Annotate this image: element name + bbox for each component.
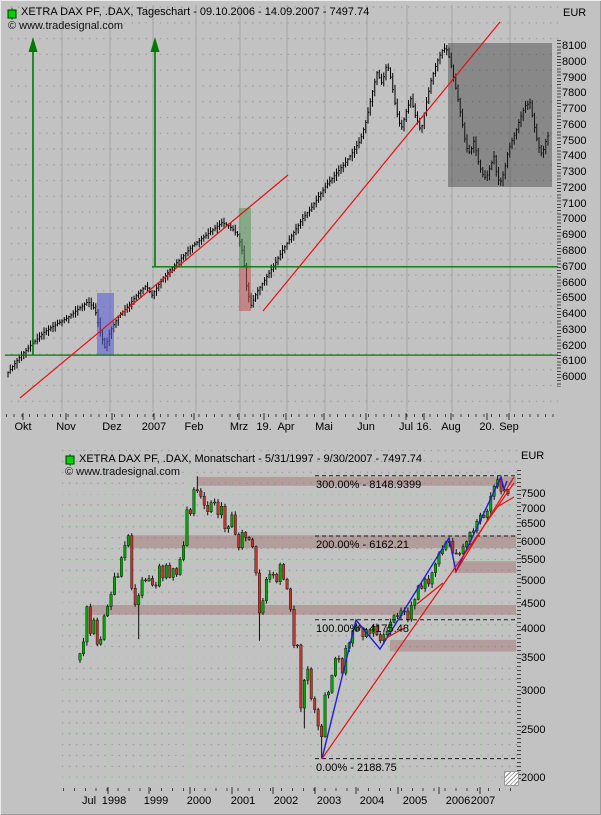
- bottom-y-axis-ticks[interactable]: [517, 470, 521, 782]
- top-y-axis-label: 6600: [562, 276, 587, 289]
- bottom-y-axis-label: 3000: [521, 684, 546, 697]
- resistance-band: [90, 605, 516, 615]
- bottom-y-axis-label: 4000: [521, 622, 546, 635]
- top-x-axis-label: 19.: [256, 421, 272, 433]
- buy-signal-arrow: [28, 37, 38, 356]
- fib-level-label: 300.00% - 8148.9399: [316, 478, 422, 491]
- top-y-axis-label: 6800: [562, 245, 587, 257]
- top-x-axis-label: Okt: [14, 421, 32, 433]
- top-y-axis-label: 7100: [562, 197, 587, 210]
- bottom-y-axis-label: 2000: [521, 772, 546, 784]
- top-y-axis-label: 6500: [562, 292, 587, 305]
- buy-signal-arrow: [150, 37, 160, 267]
- highlight-gray-zone: [448, 43, 552, 187]
- bottom-x-axis-label: 2005: [402, 795, 428, 807]
- top-x-axis-label: Aug: [441, 421, 461, 433]
- fib-level-label: 100.00% - 4175.48: [316, 622, 409, 635]
- top-y-axis-label: 6000: [562, 371, 587, 384]
- bottom-y-axis-label: 7000: [521, 502, 546, 515]
- top-y-axis-label: 8000: [562, 55, 587, 68]
- top-y-axis-label: 8100: [562, 40, 587, 52]
- top-x-axis-label: Sep: [499, 421, 519, 433]
- top-y-axis-label: 6400: [562, 308, 587, 321]
- bottom-y-axis-label: 7500: [521, 487, 546, 500]
- resistance-band: [197, 476, 516, 486]
- monthly-candles: [78, 475, 510, 759]
- candlestick-instrument-icon: [7, 7, 18, 20]
- bottom-chart-copyright: © www.tradesignal.com: [65, 466, 181, 478]
- resistance-band: [127, 535, 516, 549]
- top-y-axis-label: 7900: [562, 71, 587, 84]
- top-x-axis-ticks[interactable]: [6, 414, 558, 417]
- resistance-band: [453, 561, 516, 573]
- top-chart-copyright: © www.tradesignal.com: [8, 20, 124, 32]
- zigzag-line: [321, 474, 508, 759]
- bottom-x-axis-label: 1998: [101, 795, 127, 807]
- fib-level-label: 0.00% - 2188.75: [316, 761, 397, 774]
- bottom-x-axis-ticks[interactable]: [63, 788, 515, 791]
- bottom-x-axis-label: 2004: [359, 795, 385, 807]
- top-x-axis-label: Jun: [357, 421, 375, 433]
- top-x-axis-label: Feb: [184, 421, 204, 433]
- bottom-y-axis-label: 4500: [521, 597, 546, 610]
- top-x-axis-label: Jul: [398, 421, 414, 433]
- top-y-axis-label: 6700: [562, 260, 587, 273]
- resistance-band: [390, 639, 516, 652]
- bottom-y-axis-label: 2500: [521, 724, 546, 736]
- top-currency-label: EUR: [563, 7, 587, 19]
- top-x-axis-label: 16.: [416, 421, 432, 433]
- top-y-axis-label: 6100: [562, 355, 587, 368]
- top-y-axis-label: 7000: [562, 213, 587, 226]
- top-y-axis-label: 7600: [562, 118, 587, 131]
- fib-level-label: 200.00% - 6162.21: [316, 538, 409, 551]
- bottom-x-axis-label: 2002: [273, 795, 299, 807]
- top-x-axis-label: Nov: [56, 421, 76, 433]
- highlight-blue-zone: [97, 293, 114, 355]
- bottom-y-axis-label: 5500: [521, 554, 546, 567]
- bottom-x-axis-label: 2006: [445, 795, 471, 807]
- bottom-x-axis-label: 1999: [143, 795, 169, 807]
- top-x-axis-label: Mai: [315, 421, 333, 433]
- resize-grip[interactable]: [504, 771, 519, 786]
- bottom-y-axis-label: 3500: [521, 651, 546, 664]
- bottom-y-axis-label: 5000: [521, 574, 546, 587]
- top-x-axis-label: 20.: [479, 421, 495, 433]
- bottom-x-axis-label: Jul: [81, 795, 97, 807]
- bottom-x-axis-label: 2007: [470, 795, 496, 807]
- top-y-axis-label: 7500: [562, 134, 587, 147]
- top-y-axis-label: 6900: [562, 229, 587, 242]
- highlight-green-zone: [239, 208, 251, 267]
- top-y-axis-ticks[interactable]: [557, 40, 561, 387]
- bottom-x-axis-label: 2001: [230, 795, 256, 807]
- top-chart-title: XETRA DAX PF, .DAX, Tageschart - 09.10.2…: [21, 6, 370, 18]
- bottom-y-axis-label: 6000: [521, 535, 546, 548]
- bottom-x-axis-label: 2003: [316, 795, 342, 807]
- top-x-axis-label: Apr: [277, 421, 295, 433]
- candlestick-instrument-icon: [65, 453, 76, 466]
- top-y-axis-label: 6200: [562, 339, 587, 352]
- top-y-axis-label: 7400: [562, 150, 587, 163]
- bottom-currency-label: EUR: [521, 450, 545, 462]
- top-y-axis-label: 7700: [562, 103, 587, 116]
- top-y-axis-label: 7200: [562, 181, 587, 194]
- top-x-axis-label: Dez: [102, 421, 122, 433]
- bottom-chart-title: XETRA DAX PF, .DAX, Monatschart - 5/31/1…: [79, 453, 423, 465]
- bottom-y-axis-label: 6500: [521, 518, 546, 531]
- bottom-x-axis-label: 2000: [186, 795, 212, 807]
- top-x-axis-label: Mrz: [229, 421, 249, 433]
- top-y-axis-label: 7800: [562, 87, 587, 100]
- top-y-axis-label: 7300: [562, 166, 587, 179]
- top-x-axis-label: 2007: [141, 421, 167, 433]
- top-y-axis-label: 6300: [562, 323, 587, 336]
- highlight-red-zone: [239, 267, 251, 311]
